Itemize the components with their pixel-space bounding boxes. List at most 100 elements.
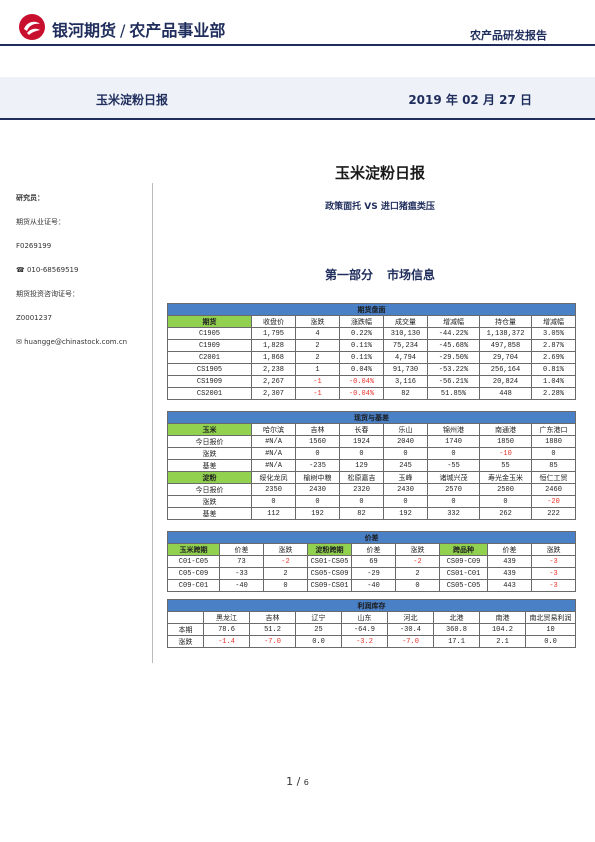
table-cell: 1.04%: [531, 375, 576, 388]
table-row: CS1909 2,267 -1 -0.04% 3,116 -56.21% 20,824 1.0…: [167, 375, 576, 388]
column-header: 诸城兴茂: [427, 471, 480, 484]
column-header: 辽宁: [295, 611, 342, 624]
page-total: 6: [303, 778, 309, 787]
futures-table: 期货盘面 期货 收盘价 涨跌 涨跌幅 成交量 增减幅 持仓量 增减幅 C1905 1,795 4 0.2…: [167, 303, 576, 400]
table-cell: -20: [531, 495, 576, 508]
column-header: 价差: [351, 543, 396, 556]
column-header: 锦州港: [427, 423, 480, 436]
column-header: 黑龙江: [203, 611, 250, 624]
table-cell: C1909: [167, 339, 252, 352]
table-cell: 222: [531, 507, 576, 520]
band-title: 玉米淀粉日报: [96, 93, 169, 107]
table-cell: -29.50%: [427, 351, 480, 364]
table-cell: 基差: [167, 459, 252, 472]
spread-table: 价差 玉米跨期 价差 涨跌 淀粉跨期 价差 涨跌 跨品种 价差 涨跌 C01-C05 73 -2 CS01…: [166, 531, 577, 592]
column-header: 期货: [167, 315, 252, 328]
table-cell: 0: [427, 495, 480, 508]
table-cell: 1: [295, 363, 340, 376]
spread-header-row: 玉米跨期 价差 涨跌 淀粉跨期 价差 涨跌 跨品种 价差 涨跌: [167, 543, 577, 556]
researcher-label: 研究员：: [16, 194, 44, 202]
table-title: 利润库存: [166, 599, 577, 612]
table-cell: 1,138,372: [479, 327, 532, 340]
table-cell: -44.22%: [427, 327, 480, 340]
table-cell: -55: [427, 459, 480, 472]
column-header: 跨品种: [439, 543, 488, 556]
table-cell: 0.0: [295, 635, 342, 648]
futures-header-row: 期货 收盘价 涨跌 涨跌幅 成交量 增减幅 持仓量 增减幅: [167, 315, 576, 328]
table-row: 今日报价 2350 2430 2320 2430 2570 2500 2460: [167, 483, 576, 496]
table-cell: -2: [263, 555, 308, 568]
table-cell: 360.8: [433, 623, 480, 636]
table-cell: 29,704: [479, 351, 532, 364]
table-cell: 497,858: [479, 339, 532, 352]
table-title: 期货盘面: [167, 303, 576, 316]
inventory-header-row: 黑龙江 吉林 辽宁 山东 河北 北港 南港 南北贸易利润: [167, 611, 577, 624]
table-cell: 1,795: [251, 327, 296, 340]
table-cell: 69: [351, 555, 396, 568]
table-cell: 0: [295, 447, 340, 460]
table-cell: 今日报价: [167, 435, 252, 448]
table-cell: 0: [339, 495, 384, 508]
page-title: 玉米淀粉日报: [334, 164, 425, 182]
page-number: 1 / 6: [286, 775, 309, 788]
table-cell: -7.0: [249, 635, 296, 648]
table-cell: 0: [531, 447, 576, 460]
advisor-license-number: Z0001237: [16, 314, 52, 322]
spread-title-row: 价差: [166, 531, 577, 544]
table-cell: #N/A: [251, 459, 296, 472]
section-name: 市场信息: [387, 268, 436, 282]
table-cell: 0: [295, 495, 340, 508]
table-cell: -30.4: [387, 623, 434, 636]
table-cell: -3: [530, 567, 577, 580]
table-cell: 2.69%: [531, 351, 576, 364]
table-cell: 245: [383, 459, 428, 472]
table-cell: 1,828: [251, 339, 296, 352]
table-cell: 2500: [479, 483, 532, 496]
table-row: 涨跌 0 0 0 0 0 0 -20: [167, 495, 576, 508]
table-cell: 112: [251, 507, 296, 520]
sidebar-divider: [152, 183, 153, 663]
column-header: 吉林: [295, 423, 340, 436]
table-cell: 2: [395, 567, 440, 580]
table-cell: 0: [383, 495, 428, 508]
inventory-profit-table: 利润库存 黑龙江 吉林 辽宁 山东 河北 北港 南港 南北贸易利润 本期 78.6 51.2 25 -64…: [166, 599, 577, 648]
table-cell: 25: [295, 623, 342, 636]
page-subtitle: 政策面托 VS 进口猪瘟类压: [325, 202, 435, 212]
table-cell: 0: [427, 447, 480, 460]
table-cell: 0: [339, 447, 384, 460]
starch-header-row: 淀粉 绥化龙凤 榆树中粮 松原嘉吉 玉峰 诸城兴茂 寿光金玉米 恒仁工贸: [167, 471, 576, 484]
report-date: 2019 年 02 月 27 日: [408, 93, 532, 107]
table-title: 价差: [166, 531, 577, 544]
table-cell: 1560: [295, 435, 340, 448]
column-header: 绥化龙凤: [251, 471, 296, 484]
corn-header-row: 玉米 哈尔滨 吉林 长春 乐山 锦州港 南通港 广东港口: [167, 423, 576, 436]
table-cell: 1740: [427, 435, 480, 448]
table-row: C09-C01 -40 0 CS09-CS01 -40 0 CS05-C05 443 -3: [167, 579, 577, 592]
license-label: 期货从业证号：: [16, 218, 65, 226]
license-number: F0269199: [16, 242, 52, 250]
table-row: CS2001 2,307 -1 -0.04% 82 51.85% 448 2.28%: [167, 387, 576, 400]
table-row: C1905 1,795 4 0.22% 310,130 -44.22% 1,138,372 3…: [167, 327, 576, 340]
column-header: 寿光金玉米: [479, 471, 532, 484]
table-cell: 基差: [167, 507, 252, 520]
table-cell: 85: [531, 459, 576, 472]
table-cell: -7.0: [387, 635, 434, 648]
table-cell: 2350: [251, 483, 296, 496]
table-row: 基差 112 192 82 192 332 262 222: [167, 507, 576, 520]
table-cell: 0: [263, 579, 308, 592]
table-cell: 55: [479, 459, 532, 472]
table-cell: 439: [487, 567, 532, 580]
table-cell: 3,116: [383, 375, 428, 388]
table-row: C01-C05 73 -2 CS01-CS05 69 -2 CS09-C09 439 -3: [167, 555, 577, 568]
table-cell: -235: [295, 459, 340, 472]
table-cell: 2,238: [251, 363, 296, 376]
page-current: 1: [286, 775, 294, 788]
table-cell: -2: [395, 555, 440, 568]
table-cell: 332: [427, 507, 480, 520]
report-type: 农产品研发报告: [470, 29, 547, 42]
column-header: 收盘价: [251, 315, 296, 328]
column-header: 成交量: [383, 315, 428, 328]
column-header: 南北贸易利润: [524, 611, 577, 624]
table-cell: 2: [263, 567, 308, 580]
table-cell: 2: [295, 339, 340, 352]
